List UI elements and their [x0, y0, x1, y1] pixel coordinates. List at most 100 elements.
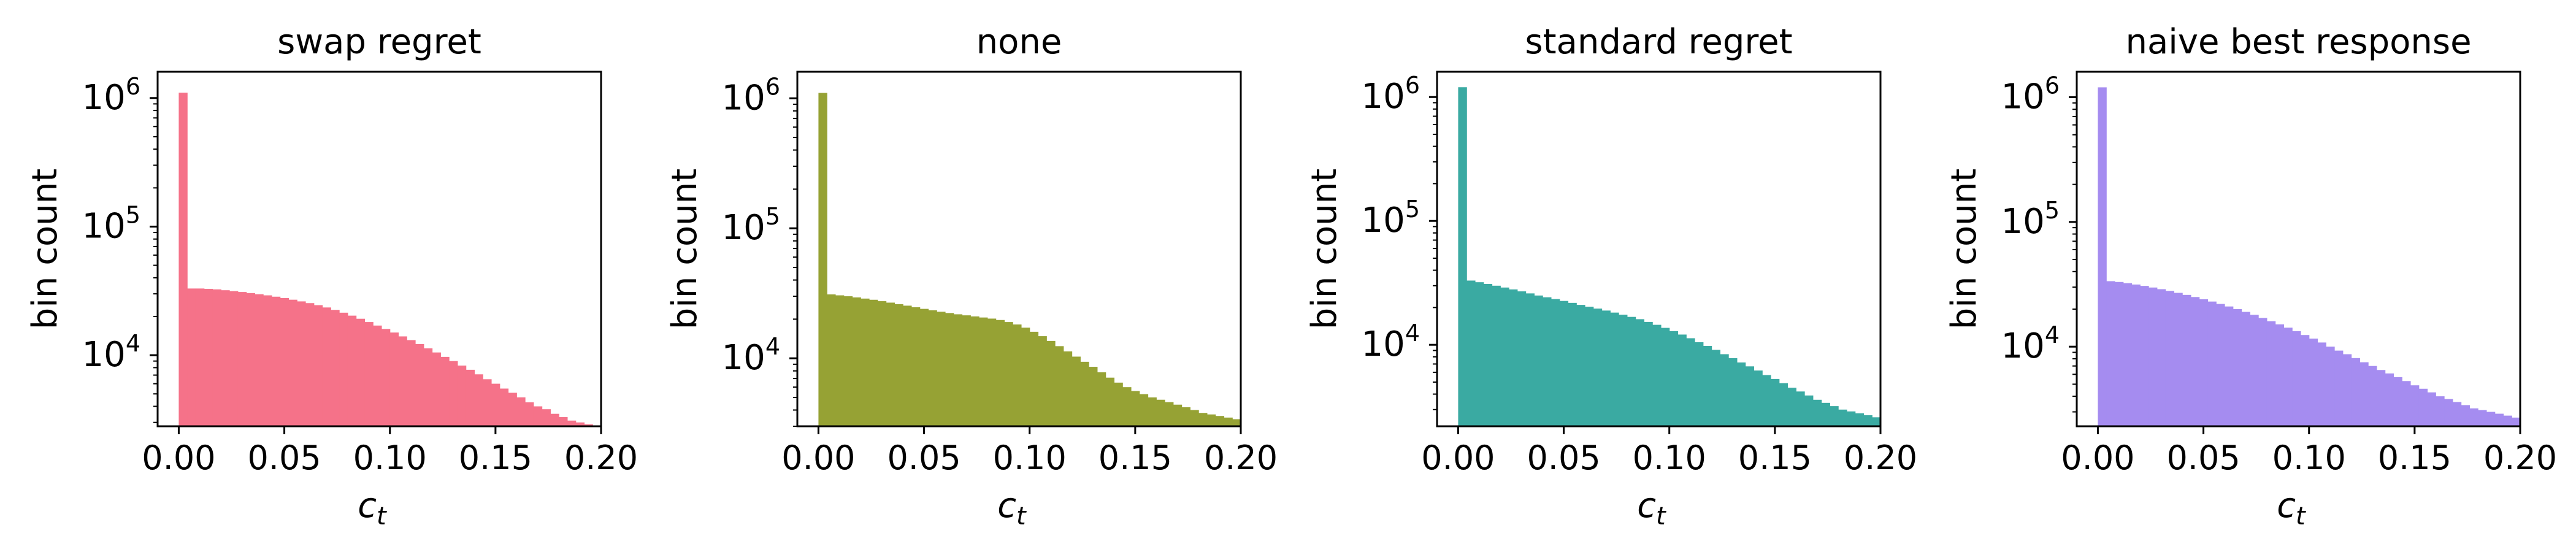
histogram-bar [2292, 331, 2301, 426]
histogram-bar [2207, 301, 2217, 426]
histogram-bar [2233, 309, 2242, 426]
histogram-bar [2385, 373, 2394, 426]
histogram-bar [1669, 331, 1679, 426]
histogram-bar [508, 393, 517, 426]
y-axis-label: bin count [1305, 169, 1344, 329]
histogram-bar [2266, 321, 2276, 426]
histogram-bar [229, 291, 239, 426]
panel-title: none [976, 22, 1062, 62]
histogram-bar [1517, 291, 1527, 426]
x-tick-label: 0.20 [2483, 439, 2557, 477]
histogram-bar [1779, 383, 1788, 426]
histogram-bar [2149, 287, 2158, 426]
histogram-bar [987, 318, 997, 426]
histogram-bar [2156, 289, 2166, 426]
histogram-bar [2199, 299, 2209, 426]
x-tick-label: 0.05 [887, 439, 960, 477]
histogram-bar [1206, 414, 1216, 426]
histogram-bar [827, 294, 836, 426]
histogram-bar [1224, 417, 1233, 426]
histogram-bar [1711, 350, 1720, 426]
x-tick-label: 0.05 [247, 439, 321, 477]
x-tick-label: 0.10 [993, 439, 1067, 477]
y-axis-label: bin count [1944, 169, 1984, 329]
histogram-bar [1787, 388, 1796, 426]
histogram-bar [852, 297, 861, 426]
x-tick-label: 0.00 [142, 439, 215, 477]
x-axis-label: ct [358, 486, 387, 531]
histogram-bar [1173, 404, 1183, 426]
histogram-bar [962, 315, 971, 426]
histogram-bar [1660, 328, 1670, 426]
histogram-bar [2258, 318, 2267, 426]
y-tick-label: 104 [722, 333, 780, 378]
x-tick-label: 0.00 [781, 439, 855, 477]
histogram-bar [483, 379, 492, 426]
y-axis-label: bin count [25, 169, 65, 329]
histogram-bar [221, 290, 230, 426]
x-tick-label: 0.15 [2378, 439, 2451, 477]
histogram-bar [466, 369, 475, 426]
histogram-bar [2326, 347, 2335, 426]
histogram-bar [2359, 362, 2369, 426]
histogram-bar [2241, 312, 2250, 426]
histogram-bar [2216, 304, 2225, 426]
histogram-bar [1585, 307, 1594, 426]
histogram-bar [331, 310, 340, 426]
histogram-bar [288, 299, 297, 426]
panel-title: standard regret [1525, 22, 1792, 62]
histogram-bar [2106, 281, 2115, 426]
histogram-bar [1804, 395, 1814, 426]
histogram-bar [2368, 366, 2377, 426]
histogram-bar [1619, 315, 1628, 426]
histogram-bar [2410, 385, 2420, 426]
histogram-bar [894, 304, 903, 426]
histogram-bar [1762, 375, 1771, 426]
histogram-bar [1593, 309, 1603, 426]
histogram-bar [928, 310, 937, 426]
histogram-bar [2309, 339, 2318, 426]
histogram-bar [1652, 324, 1662, 426]
histogram-bar [1232, 419, 1241, 426]
histogram-bar [2182, 294, 2191, 426]
histogram-bar [2334, 350, 2344, 426]
histogram-bar [1021, 328, 1030, 426]
x-tick-label: 0.10 [353, 439, 427, 477]
histogram-bar [1576, 305, 1585, 426]
histogram-bar [2165, 291, 2174, 426]
histogram-bar [1165, 402, 1174, 426]
x-tick-label: 0.15 [459, 439, 532, 477]
histogram-bar [415, 343, 424, 426]
histogram-bar [237, 292, 247, 426]
histogram-bar [1466, 280, 1476, 426]
histogram-panel-4: naive best response 0.00 0.05 0.10 0.15 0.20 1… [1944, 22, 2557, 531]
histogram-bar [2444, 399, 2453, 426]
histogram-bar [937, 312, 946, 426]
y-tick-label: 106 [722, 73, 780, 118]
histogram-bar [449, 361, 458, 426]
histogram-bar [903, 305, 912, 426]
histogram-bar [953, 314, 963, 426]
histogram-panel-1: swap regret 0.00 0.05 0.10 0.15 0.20 104 105 106… [25, 22, 638, 531]
histogram-bar [204, 288, 213, 426]
histogram-bar [271, 296, 281, 426]
histogram-bar [886, 302, 895, 426]
histogram-bar [516, 397, 526, 426]
histogram-bar [533, 406, 543, 426]
x-tick-label: 0.05 [1527, 439, 1600, 477]
histogram-bar [255, 294, 264, 426]
histogram-bar [1198, 413, 1208, 426]
x-tick-label: 0.20 [1844, 439, 1917, 477]
histogram-bar [1830, 406, 1839, 426]
y-tick-label: 106 [2001, 72, 2060, 117]
histogram-bar [280, 298, 289, 426]
y-tick-label: 106 [1362, 72, 1420, 117]
y-tick-label: 105 [82, 201, 140, 246]
x-tick-label: 0.05 [2166, 439, 2240, 477]
histogram-bar [1610, 312, 1619, 426]
histogram-bar [2478, 410, 2487, 426]
histogram-bar [2427, 392, 2436, 426]
histogram-bar [407, 340, 416, 426]
histogram-bar [1796, 391, 1805, 426]
